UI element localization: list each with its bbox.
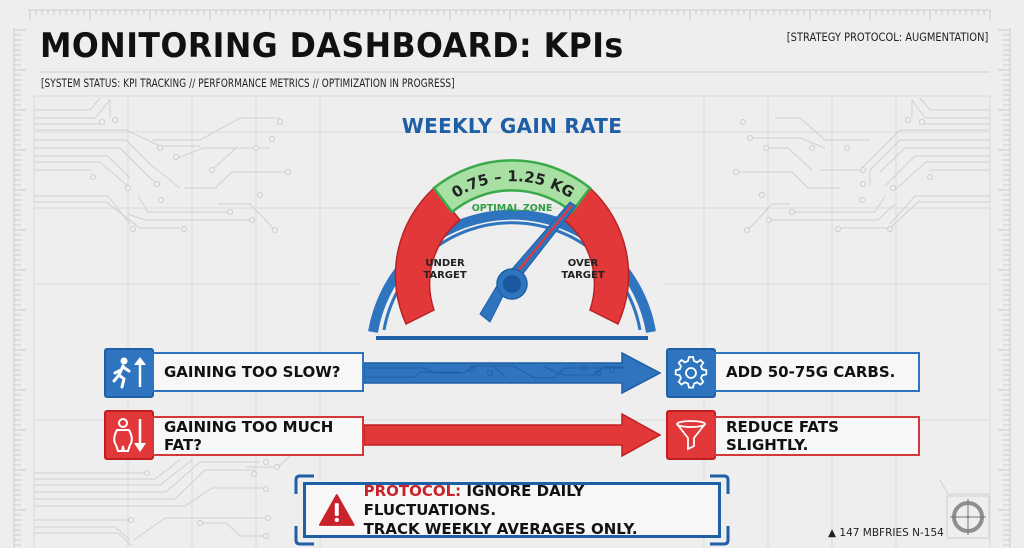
- protocol-prefix: PROTOCOL:: [363, 481, 462, 500]
- overweight-person-down-arrow-icon: [104, 410, 154, 460]
- protocol-message: PROTOCOL: IGNORE DAILY FLUCTUATIONS. TRA…: [364, 482, 718, 539]
- condition-label-too-much-fat: GAINING TOO MUCH FAT?: [152, 416, 364, 456]
- condition-label-too-slow: GAINING TOO SLOW?: [152, 352, 364, 392]
- strategy-protocol-tag: [STRATEGY PROTOCOL: AUGMENTATION]: [786, 30, 988, 44]
- red-flow-arrow: [364, 412, 662, 458]
- protocol-line-2: TRACK WEEKLY AVERAGES ONLY.: [363, 519, 638, 538]
- protocol-callout: PROTOCOL: IGNORE DAILY FLUCTUATIONS. TRA…: [303, 482, 721, 538]
- gauge-needle: [479, 201, 577, 323]
- crosshair-icon: [946, 495, 990, 539]
- page-title: MONITORING DASHBOARD: KPIs: [40, 26, 624, 66]
- footer-code: ▲ 147 MBFRIES N-154: [828, 527, 944, 539]
- weekly-gain-gauge: 0.75 – 1.25 KG OPTIMAL ZONE UNDER TARGET…: [368, 159, 656, 340]
- over-target-label-1: OVER: [568, 258, 599, 269]
- action-label-reduce-fats: REDUCE FATS SLIGHTLY.: [714, 416, 920, 456]
- optimal-zone-label: OPTIMAL ZONE: [472, 203, 553, 214]
- gauge-title: WEEKLY GAIN RATE: [401, 114, 623, 138]
- optimal-zone-band: [432, 159, 592, 214]
- blue-flow-arrow: [364, 351, 662, 395]
- system-status-line: [SYSTEM STATUS: KPI TRACKING // PERFORMA…: [41, 76, 455, 90]
- action-label-add-carbs: ADD 50-75G CARBS.: [714, 352, 920, 392]
- callout-corner-brackets: [294, 474, 730, 546]
- under-target-label-1: UNDER: [425, 258, 465, 269]
- funnel-icon: [666, 410, 716, 460]
- warning-triangle-icon: [318, 494, 355, 526]
- under-target-label-2: TARGET: [423, 270, 467, 281]
- gear-icon: [666, 348, 716, 398]
- running-person-up-arrow-icon: [104, 348, 154, 398]
- protocol-line-1: IGNORE DAILY FLUCTUATIONS.: [363, 481, 585, 519]
- over-target-label-2: TARGET: [561, 270, 605, 281]
